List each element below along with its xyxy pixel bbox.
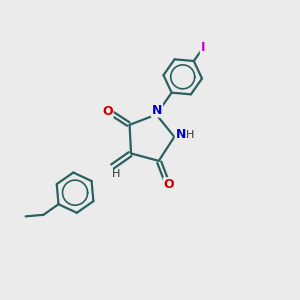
Text: I: I <box>201 40 205 54</box>
Text: O: O <box>102 105 112 118</box>
Text: H: H <box>112 169 121 179</box>
Text: N: N <box>152 103 162 117</box>
Text: N: N <box>176 128 186 141</box>
Text: H: H <box>186 130 194 140</box>
Text: O: O <box>164 178 174 191</box>
